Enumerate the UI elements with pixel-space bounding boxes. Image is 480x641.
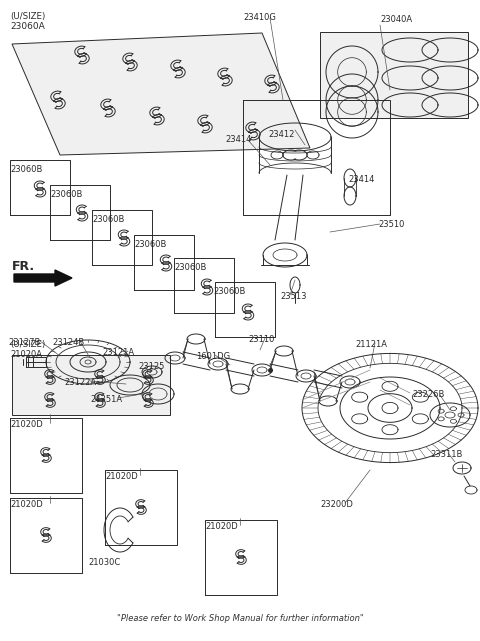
Text: 1601DG: 1601DG [196,352,230,361]
Text: 21030C: 21030C [88,558,120,567]
Text: 23200D: 23200D [320,500,353,509]
Text: "Please refer to Work Shop Manual for further information": "Please refer to Work Shop Manual for fu… [117,614,363,623]
Text: 23226B: 23226B [412,390,444,399]
Text: FR.: FR. [12,260,35,273]
Text: 23414: 23414 [225,135,252,144]
Text: 21121A: 21121A [355,340,387,349]
Text: 21020D: 21020D [105,472,138,481]
Text: 21020D: 21020D [205,522,238,531]
Text: 23410G: 23410G [243,13,276,22]
Text: 23040A: 23040A [380,15,412,24]
Text: 23124B: 23124B [52,338,84,347]
Text: 23060B: 23060B [213,287,245,296]
Text: 23125: 23125 [138,362,164,371]
Text: 21020A: 21020A [10,350,42,359]
Text: 23122A: 23122A [64,378,96,387]
Text: 24351A: 24351A [90,395,122,404]
Text: 23127B: 23127B [8,338,40,347]
Polygon shape [12,33,310,155]
Text: 23060B: 23060B [92,215,124,224]
Text: 23060A: 23060A [10,22,45,31]
Text: (U/SIZE): (U/SIZE) [10,340,45,349]
Text: 23060B: 23060B [10,165,42,174]
Text: 23060B: 23060B [174,263,206,272]
Text: 21020D: 21020D [10,500,43,509]
Text: 23510: 23510 [378,220,404,229]
Text: 23412: 23412 [268,130,294,139]
Text: 23110: 23110 [248,335,275,344]
Text: 23414: 23414 [348,175,374,184]
Polygon shape [320,32,468,118]
Text: 23311B: 23311B [430,450,462,459]
Polygon shape [12,355,170,415]
Text: 23121A: 23121A [102,348,134,357]
Text: 23513: 23513 [280,292,307,301]
Polygon shape [14,270,72,286]
Text: 21020D: 21020D [10,420,43,429]
Text: 23060B: 23060B [50,190,83,199]
Text: (U/SIZE): (U/SIZE) [10,12,45,21]
Text: 23060B: 23060B [134,240,167,249]
